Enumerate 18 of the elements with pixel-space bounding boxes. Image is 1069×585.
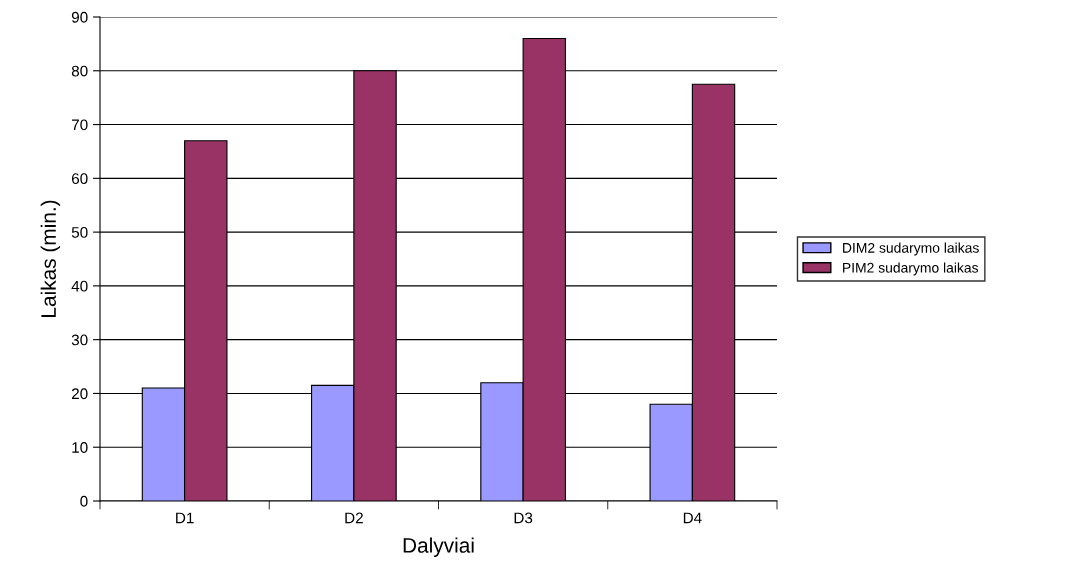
x-tick-label: D1 — [176, 512, 194, 524]
y-axis-title: Laikas (min.) — [40, 200, 61, 317]
x-tick-label: D4 — [683, 512, 702, 524]
y-tick-label: 30 — [71, 334, 88, 346]
x-tick-label: D2 — [345, 512, 363, 524]
y-tick-label: 40 — [71, 280, 88, 292]
y-tick-label: 10 — [72, 442, 88, 453]
y-tick-label: 50 — [71, 226, 88, 238]
x-tick-label: D3 — [514, 512, 533, 524]
y-tick-label: 70 — [71, 119, 88, 131]
y-tick-label: 90 — [71, 11, 88, 23]
legend-label: DIM2 sudarymo laikas — [843, 242, 979, 256]
y-tick-label: 20 — [71, 388, 88, 400]
y-tick-label: 0 — [80, 495, 88, 507]
x-axis-title: Dalyviai — [403, 537, 474, 557]
y-tick-label: 60 — [71, 173, 88, 185]
y-tick-label: 80 — [71, 65, 88, 77]
legend-label: PIM2 sudarymo laikas — [843, 262, 979, 276]
